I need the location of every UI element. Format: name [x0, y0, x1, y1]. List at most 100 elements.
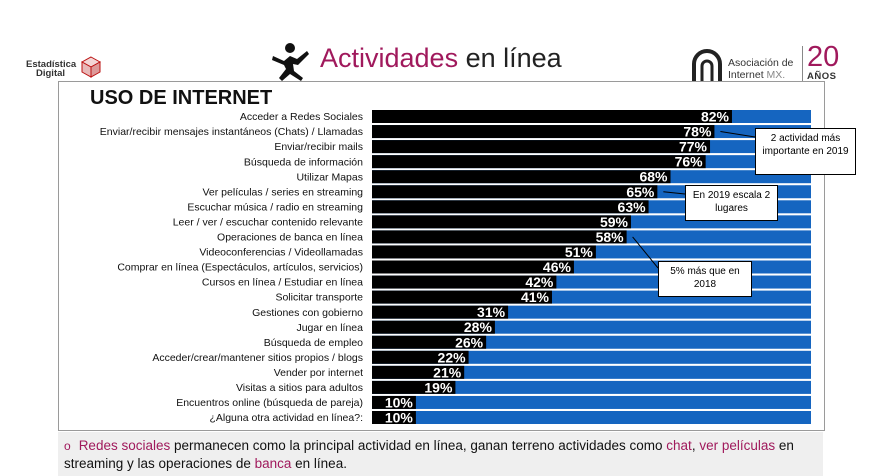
category-label: Búsqueda de empleo — [264, 337, 363, 349]
bar-remainder — [372, 395, 811, 409]
value-label: 59% — [600, 214, 629, 230]
value-label: 78% — [683, 124, 712, 140]
category-label: Gestiones con gobierno — [252, 307, 363, 319]
value-label: 10% — [385, 394, 414, 410]
bar-remainder — [372, 365, 811, 379]
callout-connector — [632, 236, 659, 269]
value-label: 77% — [679, 139, 708, 155]
cube-logo-icon — [81, 56, 101, 78]
category-label: Acceder a Redes Sociales — [240, 111, 363, 123]
association-line1: Asociación de — [728, 57, 794, 69]
bar-value — [372, 335, 487, 349]
category-label: Escuchar música / radio en streaming — [187, 201, 363, 213]
footnote-seg5: ver películas — [699, 438, 776, 453]
title-highlight: Actividades — [320, 43, 459, 73]
value-label: 76% — [675, 154, 704, 170]
bar-value — [372, 260, 574, 274]
category-label: Leer / ver / escuchar contenido relevant… — [173, 216, 363, 228]
footnote-seg6: en streaming y las operaciones de — [64, 438, 794, 471]
category-label: Vender por internet — [274, 367, 363, 379]
association-internet: Internet — [728, 69, 764, 81]
bar-value — [372, 245, 596, 259]
value-label: 46% — [543, 259, 572, 275]
bar-value — [372, 305, 509, 319]
footnote-seg1: Redes sociales — [78, 438, 171, 453]
footnote-band — [58, 432, 823, 476]
value-label: 58% — [596, 229, 625, 245]
category-label: Encuentros online (búsqueda de pareja) — [176, 397, 363, 409]
bar-value — [372, 380, 456, 394]
association-mx: MX. — [766, 69, 786, 81]
value-label: 21% — [433, 364, 462, 380]
bar-value — [372, 395, 416, 409]
category-label: Enviar/recibir mails — [274, 141, 363, 153]
value-label: 65% — [626, 184, 655, 200]
bar-value — [372, 125, 715, 139]
category-label: Visitas a sitios para adultos — [236, 382, 363, 394]
value-label: 26% — [455, 334, 484, 350]
logo-text-line2: Digital — [36, 68, 66, 79]
value-label: 63% — [618, 199, 647, 215]
category-label: Cursos en línea / Estudiar en línea — [202, 277, 363, 289]
category-label: Solicitar transporte — [275, 292, 363, 304]
footnote-seg4: , — [691, 438, 700, 453]
bar-value — [372, 140, 711, 154]
bar-value — [372, 200, 649, 214]
category-label: Búsqueda de información — [244, 156, 363, 168]
bar-value — [372, 411, 416, 424]
callout-connector — [663, 191, 686, 195]
footnote-seg7: banca — [254, 456, 292, 471]
callout-banca: 5% más que en 2018 — [658, 261, 752, 297]
bar-value — [372, 275, 557, 289]
jumping-person-icon — [272, 43, 309, 81]
association-name: Asociación de Internet MX. — [728, 57, 793, 81]
value-label: 10% — [385, 410, 414, 426]
category-label: Videoconferencias / Videollamadas — [199, 247, 363, 259]
anniversary-word: AÑOS — [807, 71, 837, 82]
bar-remainder — [372, 350, 811, 364]
category-label: Enviar/recibir mensajes instantáneos (Ch… — [100, 126, 363, 138]
title-rest: en línea — [465, 43, 562, 73]
callout-chats: 2 actividad más importante en 2019 — [755, 128, 856, 175]
bar-value — [372, 155, 706, 169]
logo-divider — [802, 46, 803, 82]
bar-value — [372, 290, 552, 304]
bar-value — [372, 170, 671, 184]
bar-value — [372, 185, 658, 199]
category-label: ¿Alguna otra actividad en línea?: — [209, 412, 363, 424]
value-label: 28% — [464, 319, 493, 335]
bar-value — [372, 320, 495, 334]
footnote: o Redes sociales permanecen como la princ… — [64, 437, 814, 473]
chart-title: USO DE INTERNET — [90, 87, 273, 109]
page-title: Actividades en línea — [320, 43, 562, 74]
bar-value — [372, 230, 627, 244]
value-label: 19% — [424, 379, 453, 395]
callout-connector — [720, 131, 756, 138]
category-label: Comprar en línea (Espectáculos, artículo… — [117, 262, 363, 274]
value-label: 31% — [477, 304, 506, 320]
value-label: 82% — [701, 109, 730, 125]
bar-value — [372, 365, 465, 379]
bar-value — [372, 350, 469, 364]
value-label: 41% — [521, 289, 550, 305]
value-label: 51% — [565, 244, 594, 260]
category-label: Acceder/crear/mantener sitios propios / … — [152, 352, 363, 364]
bar-value — [372, 215, 632, 229]
category-label: Operaciones de banca en línea — [217, 232, 363, 244]
category-label: Jugar en línea — [296, 322, 363, 334]
association-line2: Internet MX. — [728, 69, 793, 81]
estadistica-digital-logo: Estadística Digital — [26, 56, 106, 82]
anniversary-number: 20 — [807, 41, 840, 73]
bullet-icon: o — [64, 439, 71, 453]
bar-remainder — [372, 380, 811, 394]
category-label: Utilizar Mapas — [296, 171, 363, 183]
value-label: 68% — [639, 169, 668, 185]
category-label: Ver películas / series en streaming — [203, 186, 364, 198]
value-label: 22% — [438, 349, 467, 365]
value-label: 42% — [525, 274, 554, 290]
bar-remainder — [372, 411, 811, 424]
callout-streaming: En 2019 escala 2 lugares — [685, 185, 778, 221]
footnote-seg3: chat — [666, 438, 692, 453]
logo-text-line1: Estadística — [26, 59, 77, 70]
